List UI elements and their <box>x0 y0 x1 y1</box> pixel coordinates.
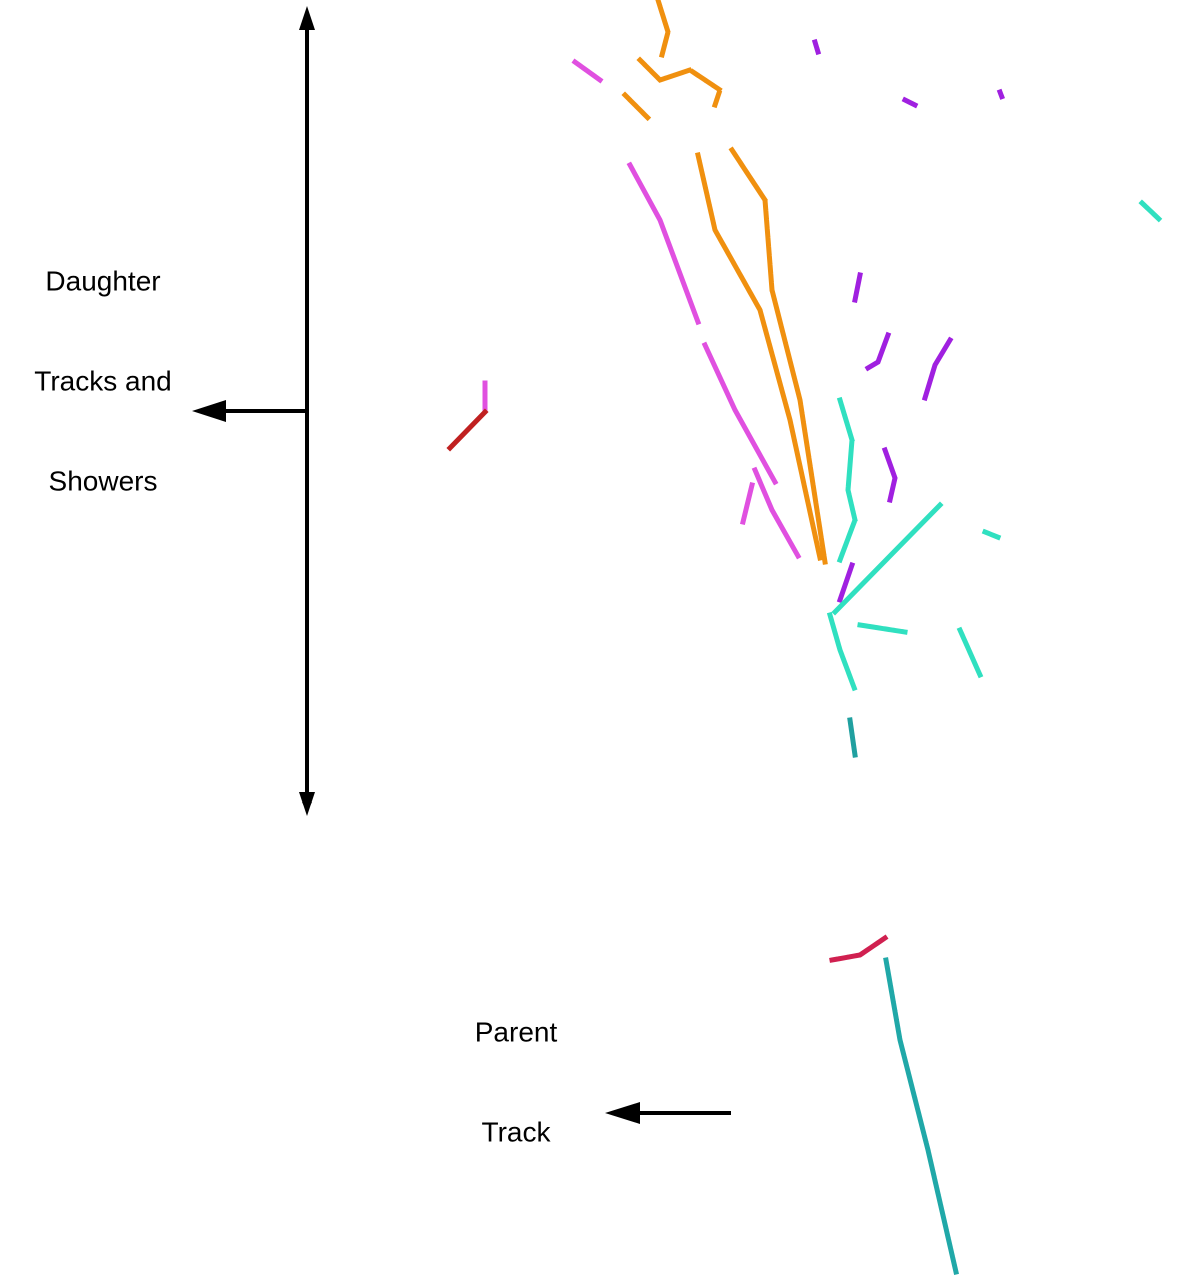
hits <box>450 0 1160 1272</box>
page: Daughter Tracks and Showers Parent Track <box>0 0 1189 1278</box>
magenta-track <box>743 485 752 522</box>
magenta-hits <box>575 62 600 80</box>
cyan-hits <box>860 625 905 632</box>
cyan-hits <box>985 532 1000 538</box>
label: Daughter <box>45 265 160 296</box>
cyan-hits <box>960 630 980 675</box>
purple-hits <box>1000 92 1003 100</box>
orange-track <box>698 155 820 558</box>
cyan-shower <box>840 400 855 560</box>
purple-track <box>885 450 895 500</box>
orange-hits <box>640 60 720 105</box>
parent-track <box>886 960 956 1272</box>
purple-track <box>868 335 888 368</box>
annotation-arrows <box>192 6 731 1124</box>
teal-hits <box>850 720 855 755</box>
labels: Daughter Tracks and Showers Parent Track <box>34 265 557 1147</box>
cyan-shower <box>830 615 855 690</box>
purple-track <box>855 275 860 300</box>
magenta-track <box>630 165 698 322</box>
label: Parent <box>475 1016 558 1047</box>
label: Track <box>482 1116 552 1147</box>
orange-hits <box>625 95 650 120</box>
label: Tracks and <box>34 365 171 396</box>
purple-hits <box>905 100 915 105</box>
crimson-hits <box>832 938 885 960</box>
cyan-track <box>835 505 940 612</box>
magenta-track <box>705 345 775 482</box>
label: Showers <box>49 465 158 496</box>
event-display: Daughter Tracks and Showers Parent Track <box>0 0 1189 1278</box>
daughter-arrow-head <box>192 400 226 422</box>
parent-arrow-head <box>605 1102 640 1124</box>
red-stub <box>450 412 485 448</box>
cyan-hits <box>1142 203 1160 220</box>
purple-hits <box>815 42 818 52</box>
purple-track <box>925 340 950 398</box>
orange-track <box>658 0 668 55</box>
